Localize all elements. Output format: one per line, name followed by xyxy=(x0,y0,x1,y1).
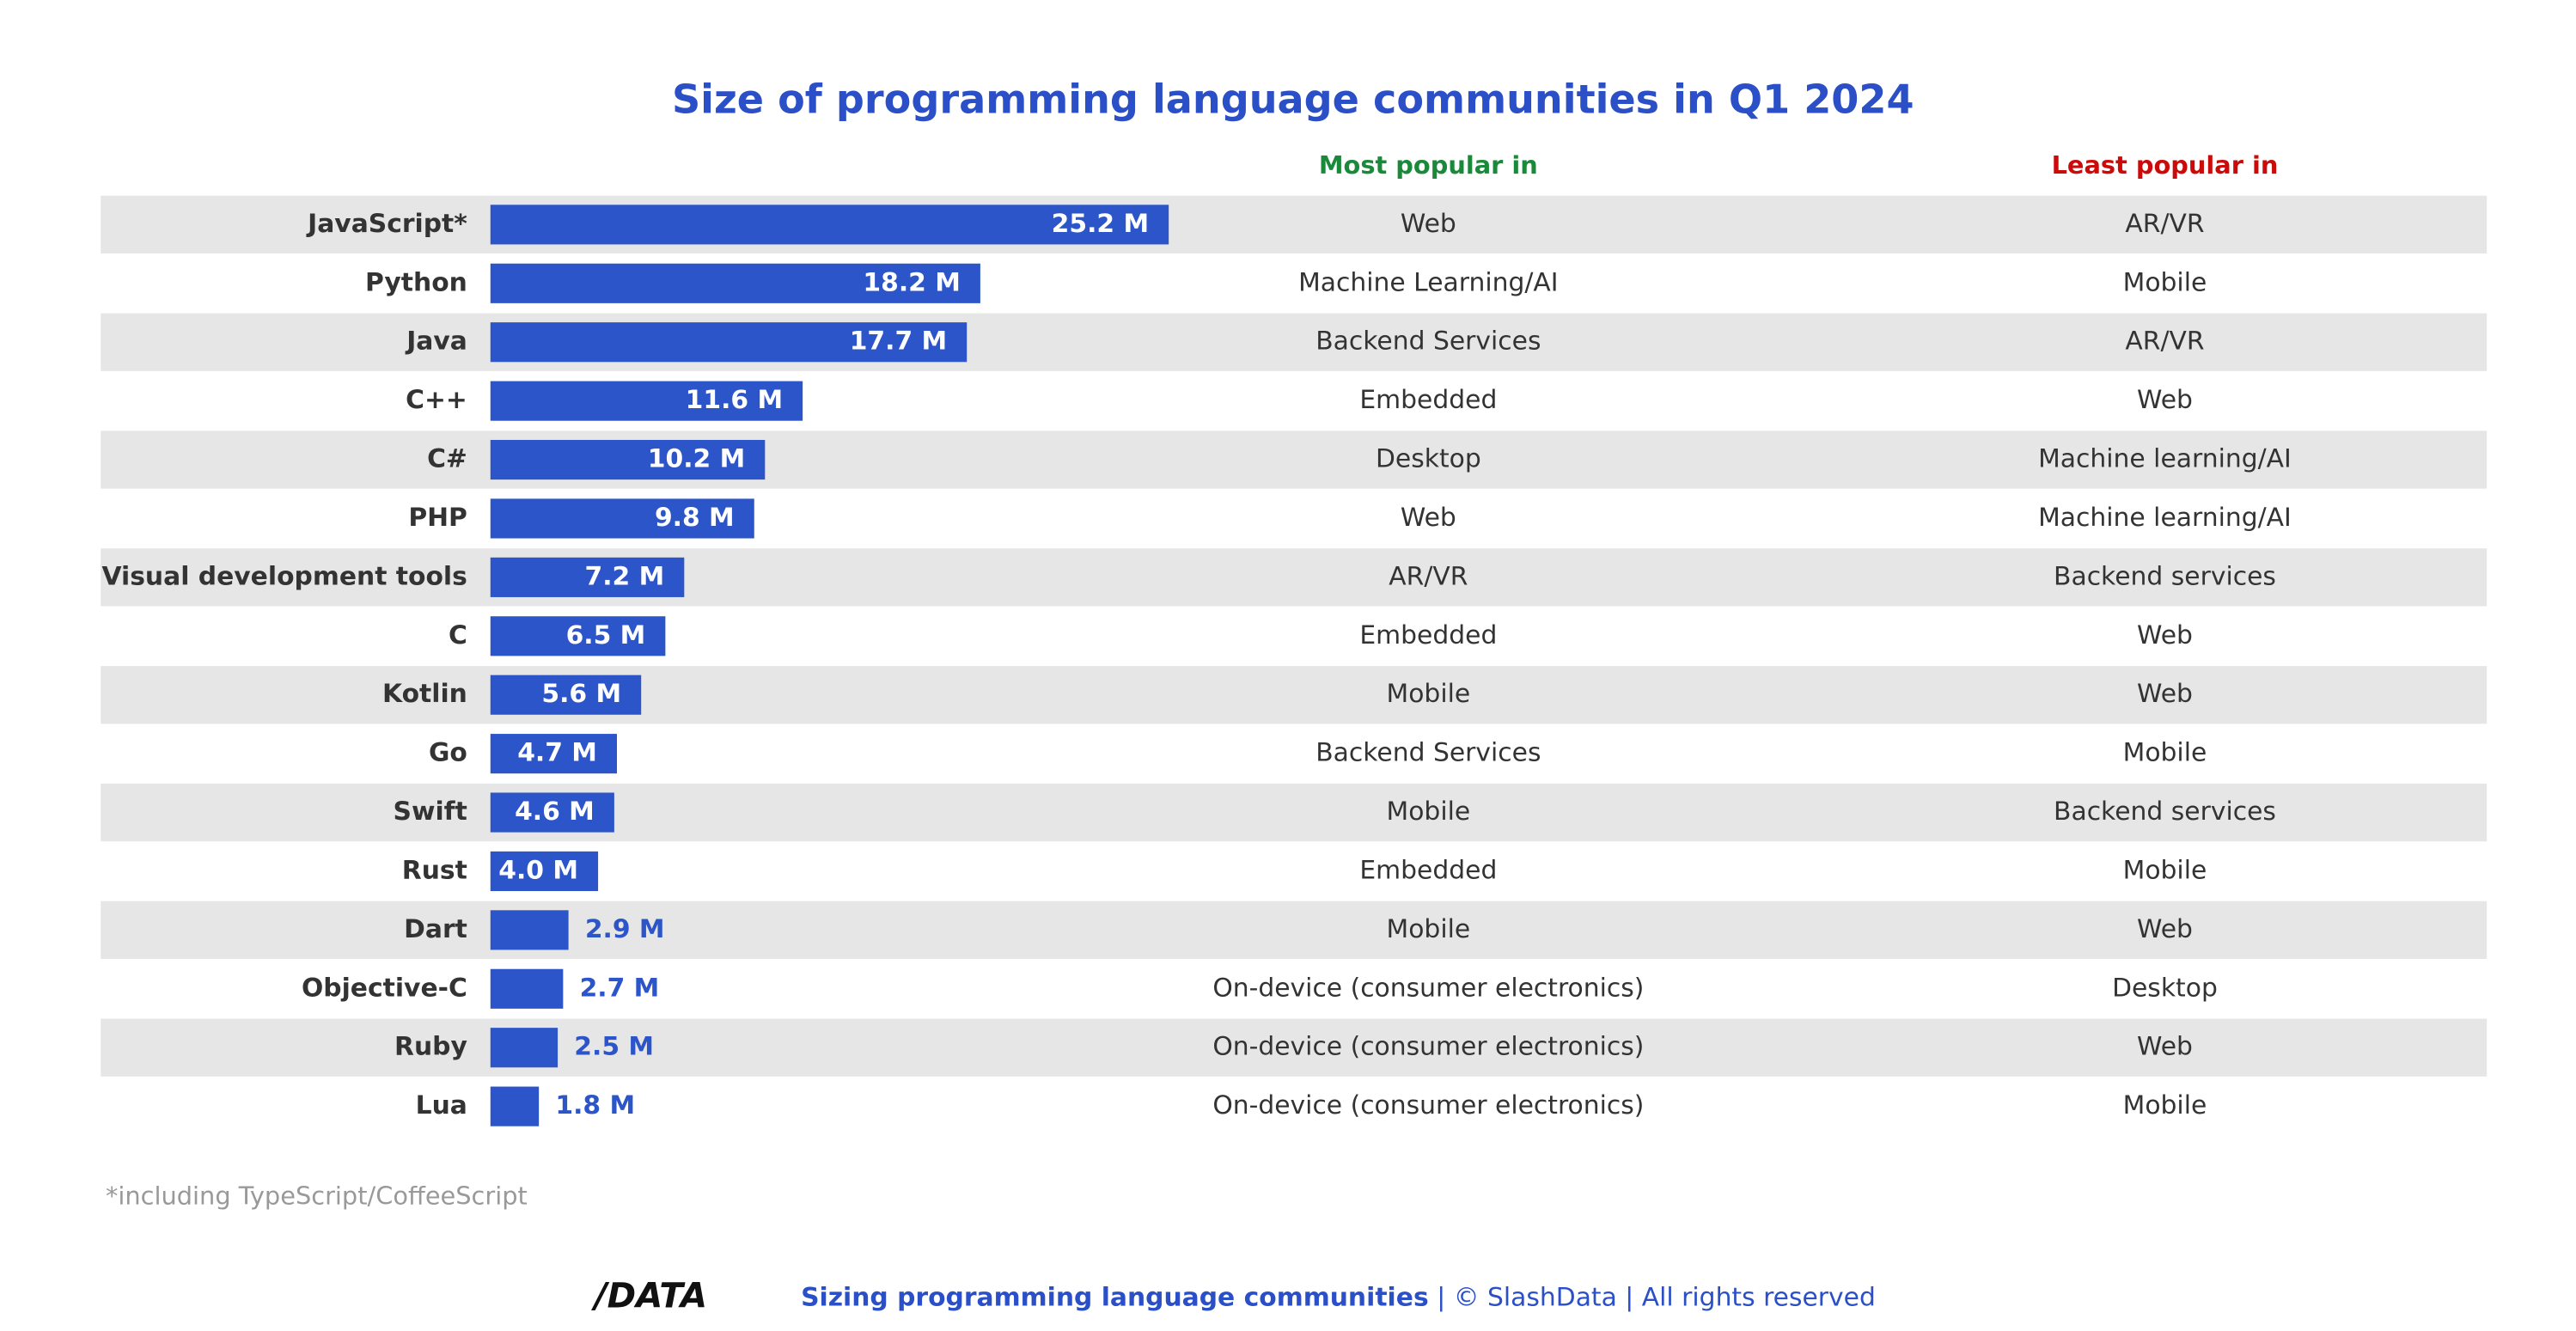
least-popular: Web xyxy=(2137,914,2193,944)
bar xyxy=(490,1086,540,1126)
logo: /DATA xyxy=(591,1276,707,1316)
least-popular: Web xyxy=(2137,1032,2193,1062)
category-label: PHP xyxy=(408,503,467,533)
category-label: Python xyxy=(365,267,467,297)
most-popular: Machine Learning/AI xyxy=(1298,267,1558,297)
least-popular: Web xyxy=(2137,385,2193,415)
value-label: 7.2 M xyxy=(585,561,665,591)
category-label: Ruby xyxy=(394,1032,467,1062)
value-label: 1.8 M xyxy=(555,1090,635,1120)
bar xyxy=(490,792,614,833)
value-label: 17.7 M xyxy=(850,327,947,357)
most-popular: On-device (consumer electronics) xyxy=(1212,973,1644,1003)
footer: Sizing programming language communities |… xyxy=(801,1282,1876,1312)
least-popular: Web xyxy=(2137,679,2193,709)
value-label: 5.6 M xyxy=(541,679,621,709)
category-label: C# xyxy=(427,444,467,474)
bar xyxy=(490,498,754,539)
value-label: 4.6 M xyxy=(515,797,595,827)
least-popular: Mobile xyxy=(2123,738,2207,768)
value-label: 11.6 M xyxy=(686,385,783,415)
bar xyxy=(490,910,569,950)
most-popular: Mobile xyxy=(1387,914,1471,944)
footer-source: Sizing programming language communities xyxy=(801,1282,1429,1312)
bar xyxy=(490,263,980,303)
value-label: 4.7 M xyxy=(517,738,597,768)
rows: JavaScript* 25.2 M Web AR/VR Python 18.2 M Mac… xyxy=(101,195,2487,1126)
bar xyxy=(490,1028,559,1068)
bar xyxy=(490,968,564,1009)
value-label: 6.5 M xyxy=(566,620,646,650)
least-popular: Web xyxy=(2137,620,2193,650)
bar xyxy=(490,381,803,421)
least-popular: Mobile xyxy=(2123,267,2207,297)
category-label: Visual development tools xyxy=(102,561,467,591)
least-popular: AR/VR xyxy=(2125,327,2204,357)
most-popular: Embedded xyxy=(1359,855,1497,885)
column-header: Most popular in xyxy=(1319,150,1538,180)
least-popular: Backend services xyxy=(2054,797,2276,827)
bar xyxy=(490,675,642,715)
value-label: 10.2 M xyxy=(648,444,745,474)
bar xyxy=(490,439,766,480)
value-label: 25.2 M xyxy=(1052,209,1149,239)
bar xyxy=(490,851,599,892)
category-label: C xyxy=(449,620,467,650)
bar xyxy=(490,205,1169,245)
most-popular: On-device (consumer electronics) xyxy=(1212,1032,1644,1062)
most-popular: Mobile xyxy=(1387,679,1471,709)
least-popular: AR/VR xyxy=(2125,209,2204,239)
bar xyxy=(490,322,968,363)
category-label: Rust xyxy=(402,855,467,885)
bar xyxy=(490,557,685,597)
most-popular: Embedded xyxy=(1359,385,1497,415)
category-label: Objective-C xyxy=(302,973,467,1003)
category-label: Go xyxy=(429,738,467,768)
column-header: Least popular in xyxy=(2052,150,2279,180)
chart-title: Size of programming language communities… xyxy=(672,76,1914,123)
most-popular: AR/VR xyxy=(1389,561,1468,591)
least-popular: Mobile xyxy=(2123,1090,2207,1120)
least-popular: Machine learning/AI xyxy=(2038,503,2292,533)
least-popular: Desktop xyxy=(2112,973,2218,1003)
value-label: 2.5 M xyxy=(574,1032,654,1062)
category-label: Lua xyxy=(416,1090,467,1120)
category-label: C++ xyxy=(406,385,467,415)
category-label: JavaScript* xyxy=(306,209,467,239)
most-popular: Backend Services xyxy=(1315,327,1541,357)
footnote: *including TypeScript/CoffeeScript xyxy=(106,1181,528,1210)
most-popular: Web xyxy=(1401,209,1456,239)
category-label: Java xyxy=(405,327,467,357)
value-label: 9.8 M xyxy=(655,503,735,533)
most-popular: On-device (consumer electronics) xyxy=(1212,1090,1644,1120)
most-popular: Web xyxy=(1401,503,1456,533)
value-label: 4.0 M xyxy=(498,855,578,885)
most-popular: Mobile xyxy=(1387,797,1471,827)
value-label: 18.2 M xyxy=(863,267,960,297)
category-label: Dart xyxy=(404,914,467,944)
most-popular: Backend Services xyxy=(1315,738,1541,768)
bar xyxy=(490,616,666,656)
value-label: 2.9 M xyxy=(585,914,665,944)
category-label: Swift xyxy=(394,797,467,827)
footer-rights: | © SlashData | All rights reserved xyxy=(1437,1282,1876,1312)
value-label: 2.7 M xyxy=(580,973,660,1003)
least-popular: Backend services xyxy=(2054,561,2276,591)
most-popular: Desktop xyxy=(1376,444,1481,474)
least-popular: Mobile xyxy=(2123,855,2207,885)
bar xyxy=(490,734,618,774)
category-label: Kotlin xyxy=(382,679,467,709)
most-popular: Embedded xyxy=(1359,620,1497,650)
least-popular: Machine learning/AI xyxy=(2038,444,2292,474)
